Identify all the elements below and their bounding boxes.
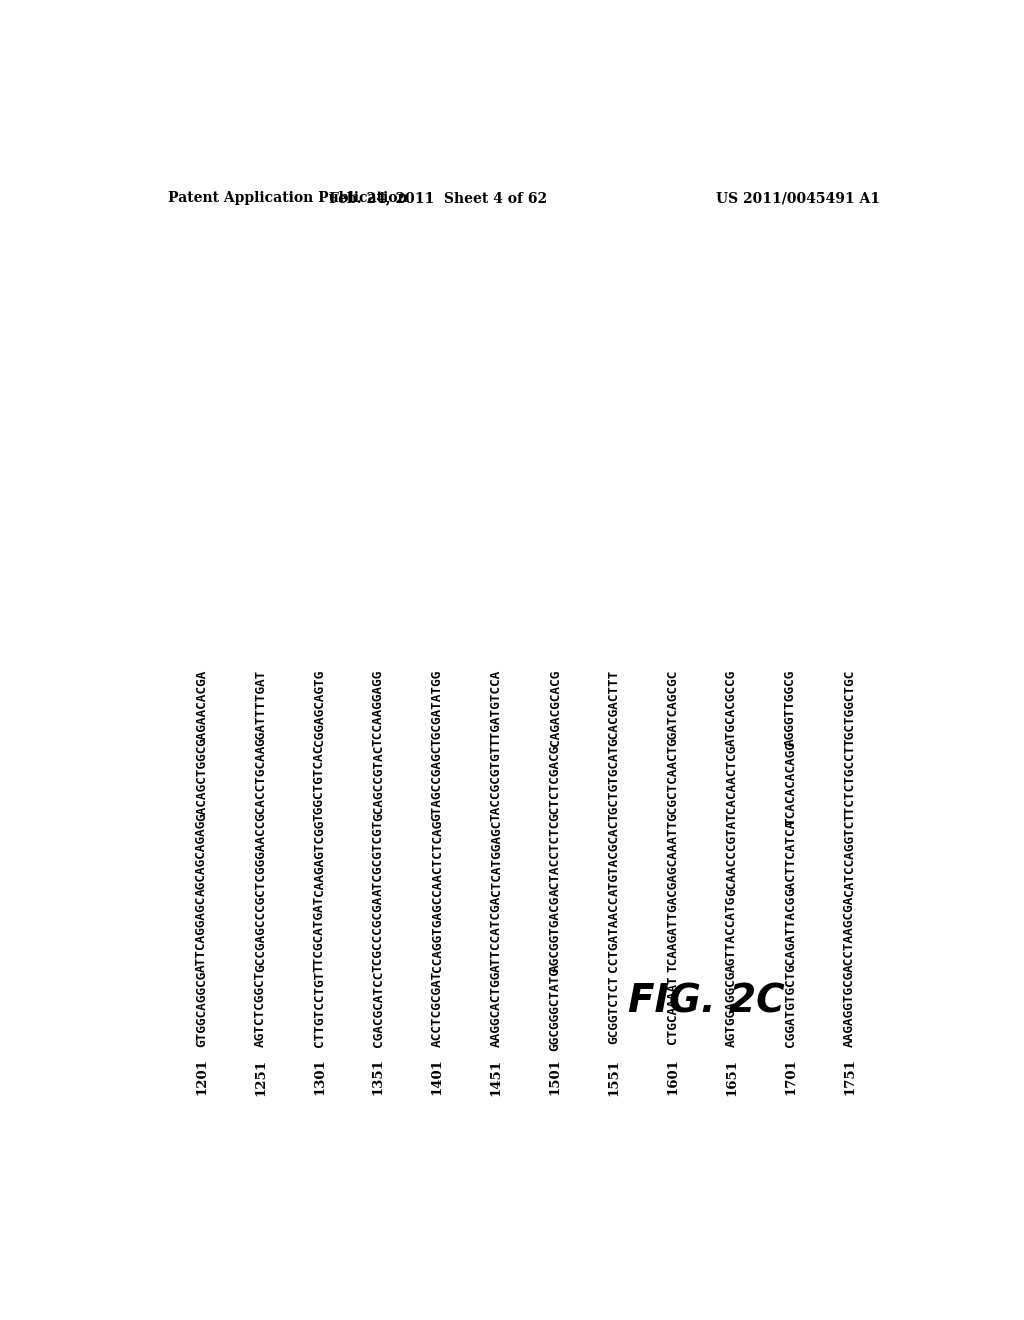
Text: AAGGCACTGG: AAGGCACTGG (489, 972, 503, 1047)
Text: US 2011/0045491 A1: US 2011/0045491 A1 (716, 191, 880, 206)
Text: 1451: 1451 (489, 1059, 503, 1096)
Text: CGGAGCAGTG: CGGAGCAGTG (313, 669, 326, 746)
Text: GCGCTCAACT: GCGCTCAACT (667, 744, 679, 821)
Text: ACCTAAGCGA: ACCTAAGCGA (843, 896, 856, 972)
Text: CCAGGTGAGC: CCAGGTGAGC (431, 896, 443, 972)
Text: TTCTCTGCCT: TTCTCTGCCT (843, 744, 856, 821)
Text: GCGGTCTCT: GCGGTCTCT (607, 975, 621, 1044)
Text: ATGCACGCCG: ATGCACGCCG (725, 669, 738, 746)
Text: AGCGGTGACG: AGCGGTGACG (549, 896, 561, 972)
Text: TGCGATATGG: TGCGATATGG (431, 669, 443, 746)
Text: GCAGCCGTAC: GCAGCCGTAC (372, 744, 385, 821)
Text: ATTCAGGAGC: ATTCAGGAGC (196, 896, 208, 972)
Text: 1551: 1551 (607, 1059, 621, 1096)
Text: CGACGCATCC: CGACGCATCC (372, 972, 385, 1047)
Text: 1251: 1251 (254, 1059, 267, 1096)
Text: 1301: 1301 (313, 1059, 326, 1096)
Text: GGATTTTGAT: GGATTTTGAT (254, 669, 267, 746)
Text: GCACCTGCAA: GCACCTGCAA (254, 744, 267, 821)
Text: ATCGCGTCGT: ATCGCGTCGT (372, 820, 385, 896)
Text: GCACGACTTT: GCACGACTTT (607, 669, 621, 746)
Text: GCAGATTACG: GCAGATTACG (784, 896, 797, 972)
Text: CTTGTCCTGT: CTTGTCCTGT (313, 972, 326, 1047)
Text: 1501: 1501 (549, 1059, 561, 1096)
Text: 1401: 1401 (431, 1059, 443, 1096)
Text: CGAGCAAATT: CGAGCAAATT (667, 820, 679, 896)
Text: AAGAGGTGCG: AAGAGGTGCG (843, 972, 856, 1047)
Text: CTCATGGAGC: CTCATGGAGC (489, 820, 503, 896)
Text: 1201: 1201 (196, 1059, 208, 1096)
Text: FIG. 2C: FIG. 2C (628, 982, 784, 1020)
Text: ATGTACGCAC: ATGTACGCAC (607, 820, 621, 896)
Text: 1701: 1701 (784, 1059, 797, 1096)
Text: AGGGTTGGCG: AGGGTTGGCG (784, 669, 797, 746)
Text: TCACACACAGG: TCACACACAGG (784, 741, 797, 825)
Text: TGCTGGCTGC: TGCTGGCTGC (843, 669, 856, 746)
Text: CAAGAGTCGG: CAAGAGTCGG (313, 820, 326, 896)
Text: CAGACGCACG: CAGACGCACG (549, 669, 561, 746)
Text: GAGAACACGA: GAGAACACGA (196, 669, 208, 746)
Text: CTGCAAAAT: CTGCAAAAT (667, 975, 679, 1044)
Text: TCACAACTCG: TCACAACTCG (725, 744, 738, 821)
Text: GGCGGGCTATG: GGCGGGCTATG (549, 968, 561, 1051)
Text: GCCGAGCCCG: GCCGAGCCCG (254, 896, 267, 972)
Text: TGCTGTGCAT: TGCTGTGCAT (607, 744, 621, 821)
Text: GACTTCATCA: GACTTCATCA (784, 820, 797, 896)
Text: AGTCTCGGCT: AGTCTCGGCT (254, 972, 267, 1047)
Text: CCTGATAACC: CCTGATAACC (607, 896, 621, 972)
Text: ACTACCTCTC: ACTACCTCTC (549, 820, 561, 896)
Text: GCAACCCGTA: GCAACCCGTA (725, 820, 738, 896)
Text: 1351: 1351 (372, 1059, 385, 1096)
Text: CTCGGGAACC: CTCGGGAACC (254, 820, 267, 896)
Text: AGCAGCAGAG: AGCAGCAGAG (196, 820, 208, 896)
Text: TCCAAGGAGG: TCCAAGGAGG (372, 669, 385, 746)
Text: GTAGCCGAGC: GTAGCCGAGC (431, 744, 443, 821)
Text: CGGATGTGCT: CGGATGTGCT (784, 972, 797, 1047)
Text: AGTGGAGGCG: AGTGGAGGCG (725, 972, 738, 1047)
Text: TGGCTGTCAC: TGGCTGTCAC (313, 744, 326, 821)
Text: GACAGCTGGC: GACAGCTGGC (196, 744, 208, 821)
Text: TTGATGTCCA: TTGATGTCCA (489, 669, 503, 746)
Text: Feb. 24, 2011  Sheet 4 of 62: Feb. 24, 2011 Sheet 4 of 62 (329, 191, 547, 206)
Text: TCAAGATTGA: TCAAGATTGA (667, 896, 679, 972)
Text: ACCTCGCGAT: ACCTCGCGAT (431, 972, 443, 1047)
Text: 1751: 1751 (843, 1059, 856, 1096)
Text: GCTCTCGACG: GCTCTCGACG (549, 744, 561, 821)
Text: TTCGCATGAT: TTCGCATGAT (313, 896, 326, 972)
Text: ATTCCATCGA: ATTCCATCGA (489, 896, 503, 972)
Text: GTGGCAGGCG: GTGGCAGGCG (196, 972, 208, 1047)
Text: 1601: 1601 (667, 1059, 679, 1096)
Text: AGTTACCATG: AGTTACCATG (725, 896, 738, 972)
Text: TACCGCGTGT: TACCGCGTGT (489, 744, 503, 821)
Text: GGATCAGCGC: GGATCAGCGC (667, 669, 679, 746)
Text: TCGCCCGCGA: TCGCCCGCGA (372, 896, 385, 972)
Text: CAACTCTCAG: CAACTCTCAG (431, 820, 443, 896)
Text: Patent Application Publication: Patent Application Publication (168, 191, 408, 206)
Text: CATCCAGGTC: CATCCAGGTC (843, 820, 856, 896)
Text: 1651: 1651 (725, 1059, 738, 1096)
